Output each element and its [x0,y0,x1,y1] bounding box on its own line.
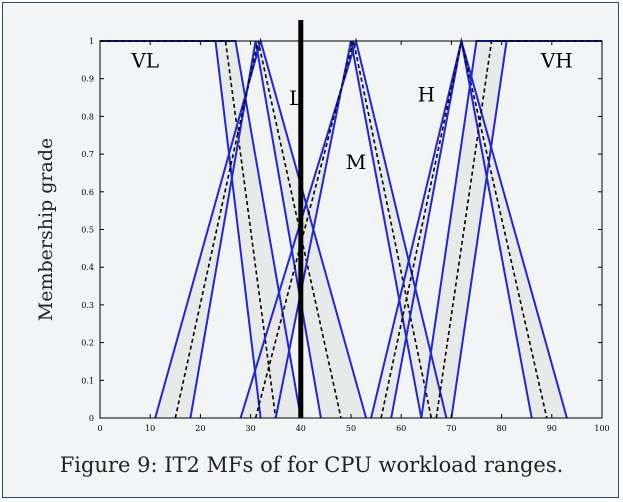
x-tick-label: 50 [346,424,356,433]
x-tick-label: 30 [246,424,256,433]
x-tick-label: 10 [145,424,155,433]
fou-h [371,41,567,418]
y-tick-label: 0.8 [81,112,94,121]
x-tick-label: 20 [195,424,205,433]
membership-function-chart: 0 10 20 30 40 50 60 70 80 90 100 0 0.1 0.2 0.3 0.4 0.5 0.… [35,20,610,433]
mf-label-vh: VH [540,48,573,72]
x-tick-label: 80 [497,424,507,433]
y-tick-label: 0.6 [81,188,94,197]
mf-label-vl: VL [130,48,159,72]
y-tick-label: 0.4 [81,263,94,272]
mf-labels: VL L M H VH [130,48,572,174]
y-tick-label: 0.3 [81,301,94,310]
mean-mf-vl [100,40,277,419]
y-tick-label: 0.1 [81,376,94,385]
y-tick-label: 0.2 [81,339,94,348]
x-tick-label: 60 [396,424,406,433]
mf-label-m: M [346,150,366,174]
x-tick-label: 40 [296,424,306,433]
mf-label-l: L [289,86,302,110]
y-tick-label: 0.9 [81,75,94,84]
fou-m [240,41,447,418]
x-tick-label: 70 [446,424,456,433]
x-tick-label: 0 [97,424,102,433]
fou-vh [421,41,602,418]
y-tick-label: 0.5 [81,226,94,235]
fou-fills [100,41,602,418]
mean-mf-m [254,40,433,419]
mf-label-h: H [418,82,435,106]
fou-vl [100,41,301,418]
axis-ticks: 0 10 20 30 40 50 60 70 80 90 100 0 0.1 0.2 0.3 0.4 0.5 0.… [81,37,609,433]
y-tick-label: 0.7 [81,150,94,159]
x-tick-label: 90 [547,424,557,433]
y-tick-label: 0 [89,414,94,423]
figure-caption: Figure 9: IT2 MFs of for CPU workload ra… [59,453,564,477]
y-axis-label: Membership grade [35,138,57,321]
fou-l [155,41,367,418]
y-tick-label: 1 [89,37,94,46]
x-tick-label: 100 [594,424,609,433]
